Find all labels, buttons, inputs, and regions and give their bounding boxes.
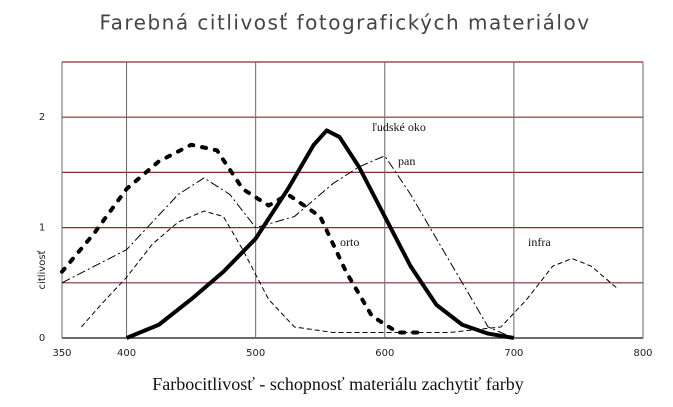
x-tick-label: 350 xyxy=(52,348,71,359)
y-axis-label: citlivosť xyxy=(36,250,48,289)
series-label: infra xyxy=(528,235,551,249)
series-label: pan xyxy=(398,154,415,168)
series-line xyxy=(80,210,618,333)
y-tick-label: 0 xyxy=(39,333,45,344)
series-line xyxy=(60,142,426,335)
series-label: orto xyxy=(340,235,359,249)
y-tick-label: 1 xyxy=(39,223,45,234)
x-tick-label: 800 xyxy=(633,348,652,359)
chart-title: Farebná citlivosť fotografických materiá… xyxy=(99,11,590,35)
caption: Farbocitlivosť - schopnosť materiálu zac… xyxy=(152,374,523,394)
x-tick-label: 500 xyxy=(246,348,265,359)
x-tick-label: 400 xyxy=(117,348,136,359)
series-line xyxy=(125,128,515,340)
x-tick-label: 700 xyxy=(504,348,523,359)
series-label: ľudské oko xyxy=(372,120,426,134)
y-tick-label: 2 xyxy=(39,112,45,123)
series-line xyxy=(61,155,515,339)
x-tick-label: 600 xyxy=(375,348,394,359)
